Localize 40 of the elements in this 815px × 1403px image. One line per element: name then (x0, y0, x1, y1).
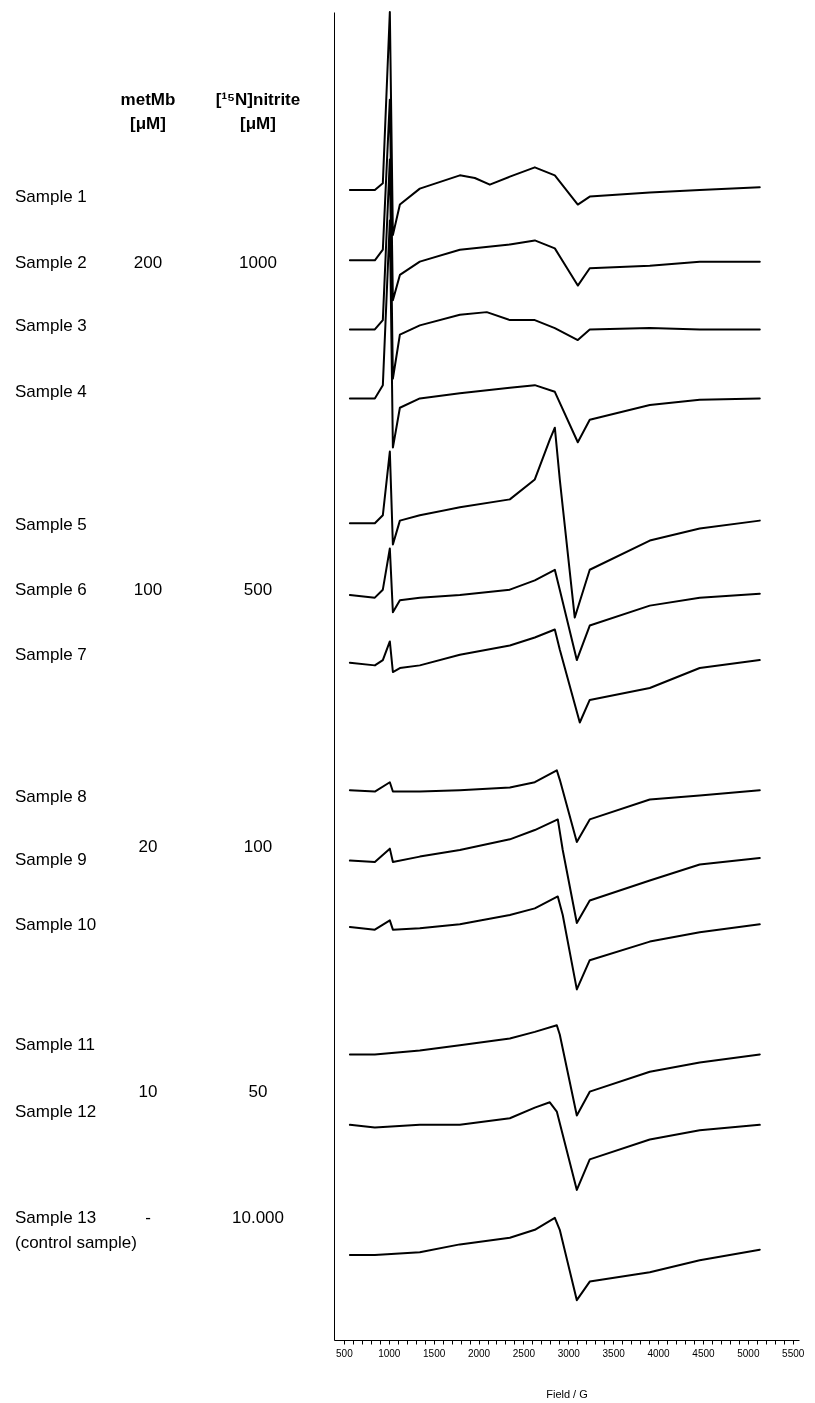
text: 50 (248, 1082, 268, 1101)
text: 10.000 (232, 1208, 284, 1227)
x-tick-label: 5000 (737, 1347, 760, 1359)
x-tick-label: 500 (336, 1347, 354, 1359)
text: - (145, 1208, 151, 1227)
text: (control sample) (15, 1233, 137, 1252)
text: Sample 4 (15, 382, 87, 401)
text: Sample 12 (15, 1102, 97, 1121)
x-axis-title: Field / G (546, 1387, 588, 1400)
x-tick-label: 2000 (467, 1347, 491, 1359)
text: 20 (138, 837, 158, 856)
text: Sample 6 (15, 580, 87, 599)
text: Sample 7 (15, 645, 87, 664)
text: Sample 5 (15, 515, 87, 534)
x-tick-label: 5500 (782, 1347, 805, 1359)
text: Sample 1 (15, 187, 87, 206)
text: Sample 10 (15, 915, 97, 934)
text: 1000 (239, 253, 277, 272)
x-tick-label: 2500 (512, 1347, 536, 1359)
x-tick-label: 1000 (378, 1347, 401, 1359)
x-tick-label: 3500 (602, 1347, 626, 1359)
text: Sample 8 (15, 787, 87, 806)
text: Sample 13 (15, 1208, 97, 1227)
x-tick-label: 3000 (557, 1347, 581, 1359)
text: 100 (133, 580, 163, 599)
text: 100 (243, 837, 273, 856)
text: [μM] (240, 114, 276, 133)
text: Sample 3 (15, 316, 87, 335)
text: metMb (120, 90, 176, 109)
text: 10 (138, 1082, 158, 1101)
text: [¹⁵N]nitrite (215, 90, 301, 109)
text: 200 (133, 253, 163, 272)
text: Sample 11 (15, 1035, 96, 1054)
x-tick-label: 4500 (692, 1347, 716, 1359)
x-tick-label: 1500 (423, 1347, 446, 1359)
text: Sample 9 (15, 850, 87, 869)
text: 500 (243, 580, 273, 599)
text: Sample 2 (15, 253, 87, 272)
x-tick-label: 4000 (647, 1347, 671, 1359)
text: [μM] (130, 114, 166, 133)
